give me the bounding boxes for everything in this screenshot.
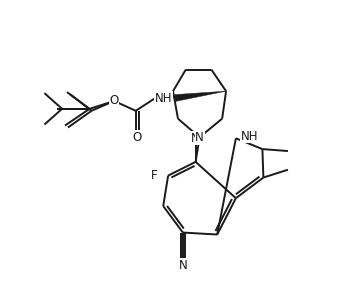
Text: N: N	[179, 259, 187, 273]
Polygon shape	[174, 91, 226, 101]
Text: NH: NH	[241, 130, 258, 143]
Text: O: O	[110, 95, 119, 107]
Text: O: O	[132, 131, 141, 144]
Text: N: N	[191, 132, 200, 145]
Text: NH: NH	[154, 91, 172, 104]
Text: F: F	[151, 169, 158, 182]
Text: N: N	[195, 131, 204, 144]
